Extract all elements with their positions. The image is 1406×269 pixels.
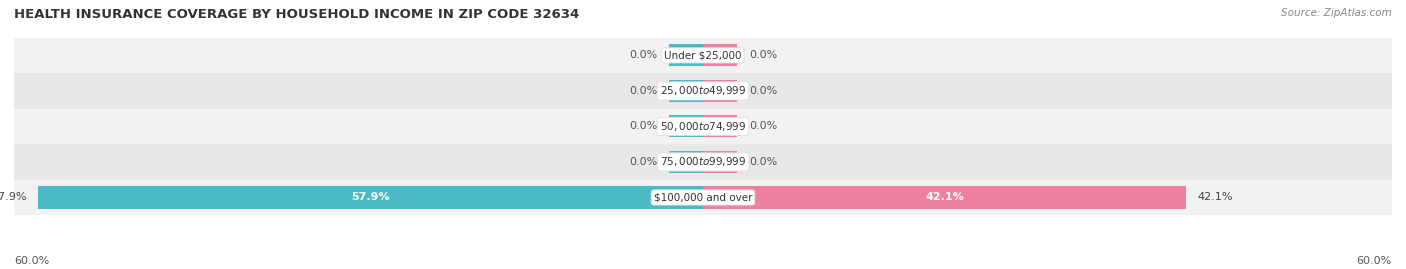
Text: 42.1%: 42.1%: [1198, 193, 1233, 203]
Bar: [669, 80, 703, 102]
Bar: [14, 38, 1392, 73]
Text: 57.9%: 57.9%: [0, 193, 27, 203]
Text: 60.0%: 60.0%: [14, 256, 49, 266]
Text: 42.1%: 42.1%: [925, 193, 965, 203]
Bar: [669, 44, 703, 66]
Bar: [669, 151, 703, 173]
Bar: [14, 73, 1392, 109]
Text: 60.0%: 60.0%: [1357, 256, 1392, 266]
Text: $25,000 to $49,999: $25,000 to $49,999: [659, 84, 747, 97]
Text: 0.0%: 0.0%: [749, 121, 778, 132]
Text: Under $25,000: Under $25,000: [664, 50, 742, 60]
Bar: [703, 80, 738, 102]
Text: 57.9%: 57.9%: [352, 193, 389, 203]
Bar: [703, 115, 738, 137]
Text: 0.0%: 0.0%: [749, 86, 778, 96]
Text: 0.0%: 0.0%: [749, 157, 778, 167]
Bar: [669, 115, 703, 137]
Text: 0.0%: 0.0%: [628, 86, 657, 96]
Bar: [703, 186, 1187, 208]
Text: $75,000 to $99,999: $75,000 to $99,999: [659, 155, 747, 168]
Text: 0.0%: 0.0%: [628, 121, 657, 132]
Text: HEALTH INSURANCE COVERAGE BY HOUSEHOLD INCOME IN ZIP CODE 32634: HEALTH INSURANCE COVERAGE BY HOUSEHOLD I…: [14, 8, 579, 21]
Text: Source: ZipAtlas.com: Source: ZipAtlas.com: [1281, 8, 1392, 18]
Text: 0.0%: 0.0%: [749, 50, 778, 60]
Bar: [703, 151, 738, 173]
Text: 0.0%: 0.0%: [628, 50, 657, 60]
Bar: [14, 180, 1392, 215]
Text: $50,000 to $74,999: $50,000 to $74,999: [659, 120, 747, 133]
Text: $100,000 and over: $100,000 and over: [654, 193, 752, 203]
Bar: [14, 144, 1392, 180]
Text: 0.0%: 0.0%: [628, 157, 657, 167]
Bar: [38, 186, 703, 208]
Bar: [703, 44, 738, 66]
Bar: [14, 109, 1392, 144]
